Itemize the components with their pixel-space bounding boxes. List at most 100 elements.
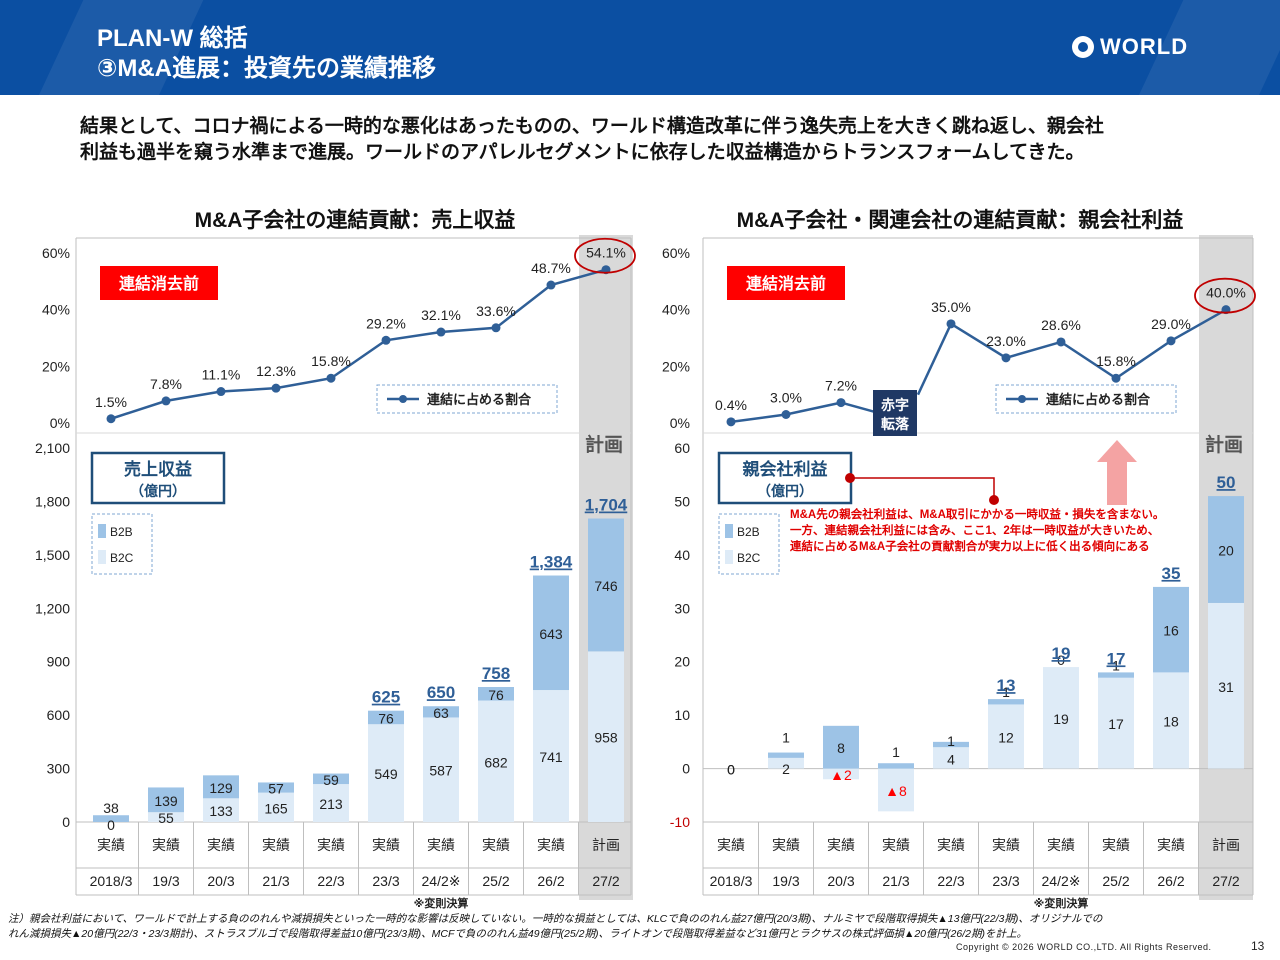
left-bar-b2c-label: 741: [539, 749, 563, 765]
left-bar-b2c: [148, 812, 184, 822]
right-bar-tick-label: 0: [682, 761, 690, 777]
right-bar-b2c-label: ▲2: [830, 767, 852, 783]
right-bar-b2c-negative: [823, 768, 859, 780]
left-bar-b2c-label: 549: [374, 766, 398, 782]
world-logo: WORLD: [1072, 34, 1188, 60]
summary-text: 結果として、コロナ禍による一時的な悪化はあったものの、ワールド構造改革に伴う逸失…: [80, 114, 1240, 166]
right-bar-b2b: [1153, 586, 1189, 673]
right-bar-b2c: [1043, 667, 1079, 769]
left-line-legend-marker: [399, 395, 407, 403]
right-ratio-label: 29.0%: [1151, 316, 1191, 332]
left-ratio-label: 12.3%: [256, 363, 296, 379]
right-bar-tick-label: 20: [674, 654, 690, 670]
left-row-period: 20/3: [207, 873, 234, 889]
left-row-period: 2018/3: [90, 873, 133, 889]
right-bar-tick-label: -10: [670, 814, 690, 830]
right-row-kind: 計画: [1212, 837, 1240, 853]
right-bar-b2b-label: 0: [1057, 652, 1065, 668]
right-bar-b2b-label: 1: [1002, 684, 1010, 700]
right-line-tick-label: 60%: [662, 245, 690, 261]
left-row-period: 26/2: [537, 873, 564, 889]
right-bar-unit: （億円）: [757, 483, 813, 499]
right-ratio-line-rise: [916, 323, 953, 396]
left-bar-tick-label: 0: [62, 814, 70, 830]
right-bar-total-label: 35: [1162, 564, 1181, 583]
right-legend-b2c-label: B2C: [737, 551, 761, 565]
right-bar-total-label: 19: [1052, 644, 1071, 663]
left-bar-b2b-label: 59: [323, 772, 339, 788]
right-row-period: 21/3: [882, 873, 909, 889]
left-bar-b2c-label: 0: [107, 817, 115, 833]
upward-arrow-icon: [1097, 440, 1137, 505]
right-ratio-line-drop: [840, 401, 875, 413]
left-bar-b2b: [203, 775, 239, 799]
left-row-period: 27/2: [592, 873, 619, 889]
left-row-period: 25/2: [482, 873, 509, 889]
right-ratio-point: [946, 319, 956, 329]
right-line-legend-marker: [1018, 395, 1026, 403]
left-ratio-label: 15.8%: [311, 353, 351, 369]
right-bar-b2c: [768, 757, 804, 769]
right-bar-b2b: [988, 699, 1024, 705]
right-bar-b2c-label: 0: [727, 762, 735, 778]
right-row-period: 2018/3: [710, 873, 753, 889]
right-bar-b2b-label: 1: [892, 744, 900, 760]
left-bar-b2b: [588, 518, 624, 652]
left-bar-tick-label: 1,800: [35, 493, 70, 509]
right-row-kind: 実績: [992, 837, 1020, 853]
right-ratio-point: [781, 410, 791, 419]
right-row-kind: 実績: [827, 837, 855, 853]
right-bar-b2b: [768, 752, 804, 758]
right-bar-label: 親会社利益: [743, 459, 828, 479]
left-bar-b2b: [258, 782, 294, 793]
left-badge-bg: [100, 266, 218, 300]
right-bar-label-box: [717, 451, 853, 505]
right-line-tick-label: 40%: [662, 302, 690, 318]
left-bar-b2b-label: 76: [488, 687, 504, 703]
right-row-kind: 実績: [717, 837, 745, 853]
left-ratio-line: [110, 268, 607, 420]
right-bar-b2c: [1208, 602, 1244, 769]
right-row-period: 20/3: [827, 873, 854, 889]
left-bar-b2c: [258, 792, 294, 822]
left-bar-b2c: [368, 724, 404, 822]
left-bar-b2c: [478, 700, 514, 822]
left-bar-b2b-label: 57: [268, 781, 284, 797]
right-bar-b2c-label: 2: [782, 761, 790, 777]
left-row-kind: 実績: [537, 837, 565, 853]
left-bar-tick-label: 900: [47, 654, 71, 670]
right-bar-b2c-label: 4: [947, 752, 955, 768]
right-ratio-point: [726, 417, 736, 427]
left-ratio-point: [216, 387, 226, 397]
right-bar-b2b-label: 1: [947, 733, 955, 749]
left-bar-tick-label: 2,100: [35, 440, 70, 456]
left-row-period: 19/3: [152, 873, 179, 889]
right-bar-tick-label: 50: [674, 493, 690, 509]
right-bar-b2b: [1098, 672, 1134, 678]
right-row-kind: 実績: [1047, 837, 1075, 853]
annotation-line: 一方、連結親会社利益には含み、ここ1、2年は一時収益が大きいため、: [790, 523, 1159, 537]
left-row-kind: 実績: [482, 837, 510, 853]
left-bar-unit: （億円）: [130, 483, 186, 499]
world-logo-text: WORLD: [1100, 34, 1189, 59]
right-bar-b2c-label: 19: [1053, 711, 1069, 727]
left-bar-total-label: 625: [372, 688, 400, 707]
turn-red-text-line2: 転落: [881, 416, 910, 432]
left-ratio-label: 11.1%: [202, 367, 241, 383]
annotation-line: 連結に占めるM&A子会社の貢献割合が実力以上に低く出る傾向にある: [790, 539, 1150, 553]
right-row-period: 23/3: [992, 873, 1019, 889]
right-ratio-label: 7.2%: [825, 378, 857, 394]
right-ratio-label: 40.0%: [1206, 285, 1246, 301]
left-bar-total-label: 650: [427, 683, 455, 702]
footnote-line1: 注）親会社利益において、ワールドで計上する負ののれんや減損損失といった一時的な影…: [8, 913, 1103, 925]
right-ratio-label: 0.4%: [715, 397, 747, 413]
left-line-tick-label: 20%: [42, 358, 70, 374]
left-ratio-label: 7.8%: [150, 376, 182, 392]
right-bar-legend-box: [718, 513, 780, 575]
left-row-period: 24/2※: [422, 873, 461, 889]
turn-red-box: [873, 390, 917, 436]
left-legend-b2c-label: B2C: [110, 551, 134, 565]
left-ratio-point: [161, 396, 171, 406]
left-legend-b2b-label: B2B: [110, 525, 133, 539]
left-row-period: 21/3: [262, 873, 289, 889]
